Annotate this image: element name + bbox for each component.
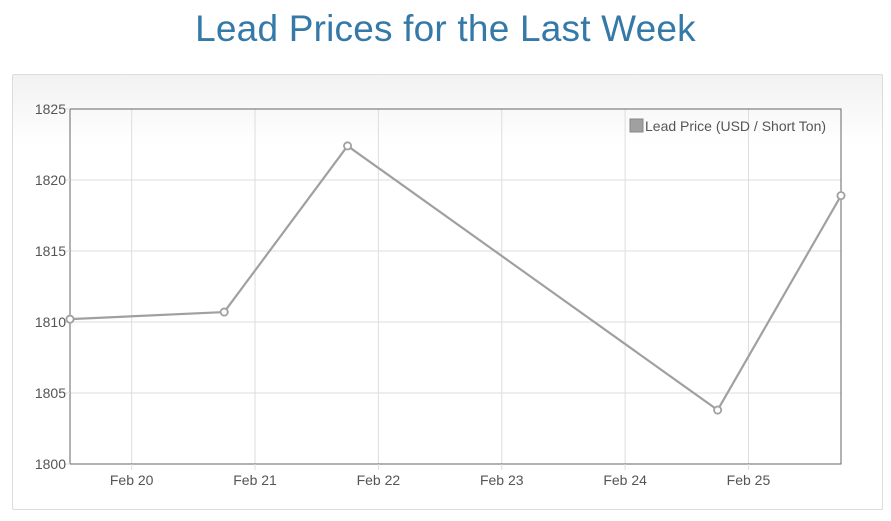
series-line <box>69 144 842 412</box>
y-tick-label: 1825 <box>35 101 66 117</box>
data-point[interactable] <box>65 314 75 324</box>
page-title: Lead Prices for the Last Week <box>195 8 696 49</box>
grid <box>70 108 841 465</box>
x-tick-label: Feb 22 <box>357 472 401 488</box>
x-tick-label: Feb 20 <box>110 472 154 488</box>
data-point[interactable] <box>219 307 229 317</box>
x-tick-label: Feb 24 <box>603 472 647 488</box>
y-tick-label: 1810 <box>35 314 66 330</box>
data-point[interactable] <box>836 191 846 201</box>
y-tick-label: 1805 <box>35 385 66 401</box>
y-axis-ticks: 1800 1805 1810 1815 1820 1825 <box>35 101 70 472</box>
x-tick-label: Feb 21 <box>233 472 277 488</box>
y-tick-label: 1815 <box>35 243 66 259</box>
x-axis-ticks: Feb 20 Feb 21 Feb 22 Feb 23 Feb 24 Feb 25 <box>110 464 771 488</box>
chart-panel: 1800 1805 1810 1815 1820 1825 Feb 20 Feb 21 Feb… <box>12 74 883 510</box>
x-tick-label: Feb 23 <box>480 472 524 488</box>
y-tick-label: 1800 <box>35 456 66 472</box>
legend[interactable]: Lead Price (USD / Short Ton) <box>629 118 826 134</box>
data-point[interactable] <box>713 405 723 415</box>
y-tick-label: 1820 <box>35 172 66 188</box>
plot-area-frame <box>69 108 842 465</box>
legend-label: Lead Price (USD / Short Ton) <box>645 118 826 134</box>
series-group <box>65 141 846 415</box>
data-point[interactable] <box>343 141 353 151</box>
x-tick-label: Feb 25 <box>727 472 771 488</box>
legend-swatch <box>629 118 644 133</box>
